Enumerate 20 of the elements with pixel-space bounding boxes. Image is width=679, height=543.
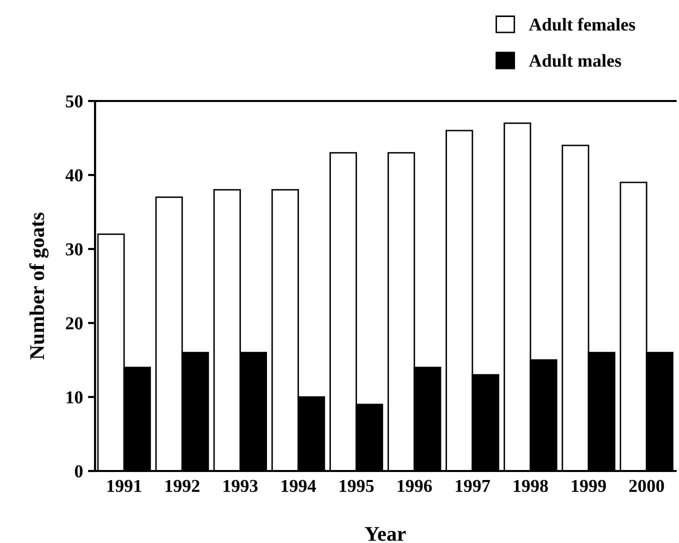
x-tick-label: 1993 — [224, 480, 258, 492]
x-tick-label: 1992 — [166, 480, 200, 492]
x-tick-label: 1995 — [340, 480, 374, 492]
y-tick-label: 50 — [66, 95, 83, 108]
legend-label: Adult females — [528, 18, 636, 31]
y-tick-label: 40 — [65, 169, 83, 182]
y-tick-label: 30 — [66, 243, 83, 256]
x-tick-label: 1994 — [282, 480, 316, 492]
y-tick-label: 10 — [66, 391, 83, 404]
x-tick-label: 1997 — [456, 480, 490, 492]
legend-label: Adult males — [528, 54, 622, 67]
x-tick-label: 1999 — [572, 480, 606, 492]
x-tick-label: 1998 — [514, 480, 548, 492]
y-tick-label: 0 — [74, 465, 83, 478]
x-tick-label: 1991 — [107, 480, 142, 492]
x-axis-title: Year — [364, 527, 406, 541]
x-tick-label: 2000 — [629, 480, 664, 492]
y-axis-title: Number of goats — [29, 212, 49, 360]
y-tick-label: 20 — [66, 317, 83, 330]
x-tick-label: 1996 — [398, 480, 432, 492]
